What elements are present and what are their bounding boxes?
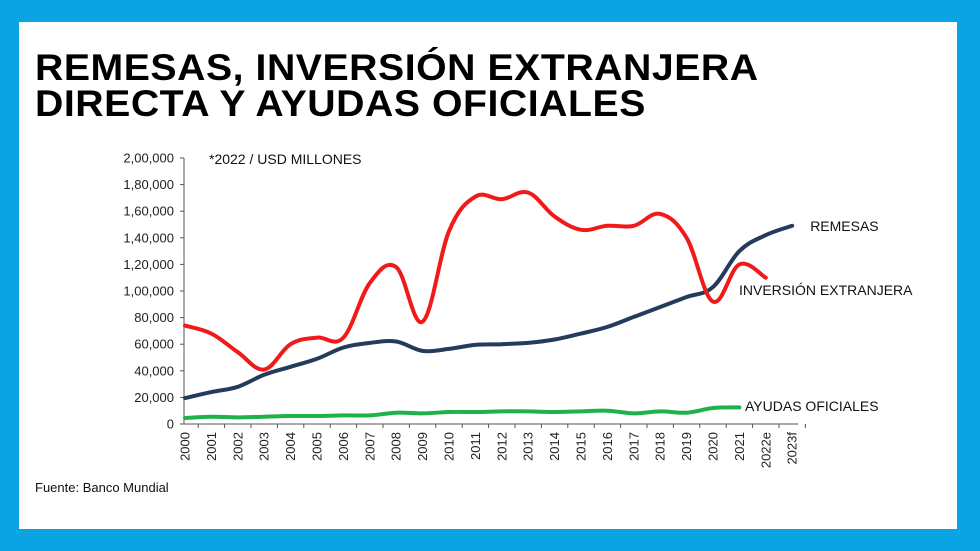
series-line-remesas	[183, 223, 795, 401]
chart-card: REMESAS, INVERSIÓN EXTRANJERA DIRECTA Y …	[19, 22, 957, 529]
series-line-inversion-extranjera	[183, 189, 768, 372]
x-tick-label: 2010	[442, 432, 457, 461]
title-line-1: REMESAS, INVERSIÓN EXTRANJERA	[35, 47, 759, 88]
y-tick-label: 1,20,000	[123, 257, 174, 272]
y-tick-label: 40,000	[134, 363, 174, 378]
y-tick-label: 1,40,000	[123, 230, 174, 245]
x-tick-label: 2022e	[758, 432, 773, 468]
x-tick-label: 2019	[679, 432, 694, 461]
x-tick-label: 2012	[494, 432, 509, 461]
y-tick-label: 2,00,000	[123, 151, 174, 166]
series-label-inversion-extranjera: INVERSIÓN EXTRANJERA	[739, 282, 913, 298]
y-tick-label: 1,00,000	[123, 284, 174, 299]
line-chart: 0 20,000 40,000 60,000 80,000 1,00,000 1,20,00…	[123, 151, 913, 469]
x-tick-label: 2020	[706, 432, 721, 461]
x-tick-label: 2006	[336, 432, 351, 461]
x-tick-label: 2008	[389, 432, 404, 461]
x-axis-ticks: 2000 2001 2002 2003 2004 2005 2006 2007 2008 2009…	[178, 424, 806, 468]
x-tick-label: 2011	[468, 432, 483, 460]
source-note: Fuente: Banco Mundial	[35, 480, 169, 495]
series-labels: REMESAS INVERSIÓN EXTRANJERA AYUDAS OFICIA…	[739, 218, 913, 414]
x-tick-label: 2017	[626, 432, 641, 461]
x-tick-label: 2001	[204, 432, 219, 461]
x-tick-label: 2000	[178, 432, 193, 461]
series-label-ayudas-oficiales: AYUDAS OFICIALES	[745, 398, 879, 414]
series-line-ayudas-oficiales	[183, 405, 742, 420]
y-tick-label: 80,000	[134, 310, 174, 325]
page-title: REMESAS, INVERSIÓN EXTRANJERA DIRECTA Y …	[35, 47, 759, 124]
x-tick-label: 2023f	[785, 432, 800, 465]
series-label-remesas: REMESAS	[810, 218, 878, 234]
x-tick-label: 2003	[257, 432, 272, 461]
title-line-2: DIRECTA Y AYUDAS OFICIALES	[35, 83, 646, 124]
x-tick-label: 2013	[521, 432, 536, 461]
y-axis-ticks: 0 20,000 40,000 60,000 80,000 1,00,000 1,20,00…	[123, 151, 184, 432]
y-tick-label: 60,000	[134, 337, 174, 352]
x-tick-label: 2018	[653, 432, 668, 461]
y-tick-label: 20,000	[134, 390, 174, 405]
y-tick-label: 1,60,000	[123, 204, 174, 219]
y-tick-label: 0	[167, 417, 174, 432]
chart-subtitle: *2022 / USD MILLONES	[209, 151, 362, 167]
series-lines	[183, 189, 795, 420]
x-tick-label: 2004	[283, 432, 298, 461]
x-tick-label: 2015	[574, 432, 589, 461]
x-tick-label: 2009	[415, 432, 430, 461]
y-tick-label: 1,80,000	[123, 177, 174, 192]
x-tick-label: 2014	[547, 432, 562, 461]
x-tick-label: 2007	[362, 432, 377, 461]
x-tick-label: 2002	[230, 432, 245, 461]
x-tick-label: 2021	[732, 432, 747, 461]
x-tick-label: 2016	[600, 432, 615, 461]
x-tick-label: 2005	[310, 432, 325, 461]
